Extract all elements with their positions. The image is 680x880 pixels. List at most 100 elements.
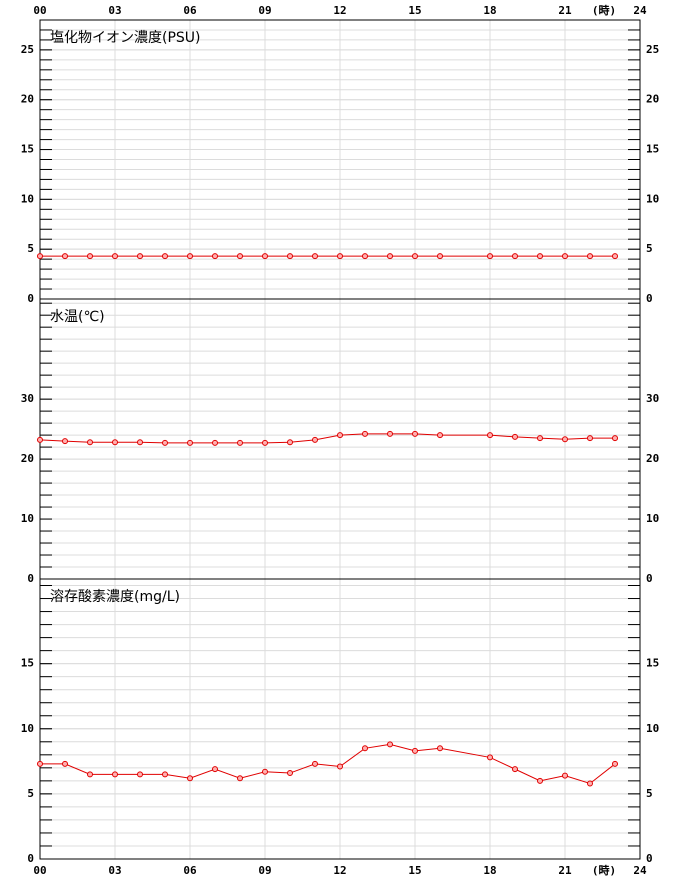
data-point — [112, 439, 118, 446]
y-tick-label: 5 — [27, 242, 34, 255]
data-point — [612, 253, 618, 260]
x-tick-label: 03 — [108, 4, 121, 17]
data-point — [312, 760, 318, 767]
data-point — [287, 439, 293, 446]
data-point — [437, 432, 443, 439]
data-point — [437, 253, 443, 260]
y-tick-label: 20 — [646, 452, 659, 465]
data-point — [587, 780, 593, 787]
data-point — [387, 253, 393, 260]
data-point — [412, 253, 418, 260]
data-point — [187, 439, 193, 446]
x-tick-label: 18 — [483, 864, 496, 877]
panel-title: 水温(℃) — [50, 309, 105, 325]
data-point — [312, 436, 318, 443]
data-point — [237, 253, 243, 260]
data-point — [412, 747, 418, 754]
data-point — [612, 435, 618, 442]
data-point — [137, 439, 143, 446]
data-point — [87, 253, 93, 260]
data-point — [237, 775, 243, 782]
y-tick-label: 10 — [21, 192, 34, 205]
y-tick-label: 20 — [646, 93, 659, 106]
x-tick-label: 00 — [33, 864, 46, 877]
y-tick-label: 5 — [27, 787, 34, 800]
data-point — [562, 436, 568, 443]
x-tick-label: 12 — [333, 864, 346, 877]
data-point — [487, 253, 493, 260]
data-point — [137, 253, 143, 260]
data-point — [262, 439, 268, 446]
x-tick-label: 03 — [108, 864, 121, 877]
y-tick-label: 0 — [646, 572, 653, 585]
data-point — [212, 766, 218, 773]
y-tick-label: 20 — [21, 452, 34, 465]
x-unit-label: (時) — [592, 3, 616, 17]
y-tick-label: 0 — [27, 852, 34, 865]
data-point — [62, 438, 68, 445]
data-point — [162, 253, 168, 260]
x-tick-label: 06 — [183, 4, 197, 17]
data-point — [37, 760, 43, 767]
x-tick-label: 09 — [258, 4, 271, 17]
data-point — [337, 432, 343, 439]
y-tick-label: 20 — [21, 93, 34, 106]
data-point — [362, 253, 368, 260]
x-tick-label: 15 — [408, 864, 421, 877]
data-point — [37, 253, 43, 260]
data-point — [212, 253, 218, 260]
data-point — [337, 763, 343, 770]
data-point — [537, 253, 543, 260]
data-point — [112, 253, 118, 260]
data-point — [62, 760, 68, 767]
y-tick-label: 0 — [646, 852, 653, 865]
data-point — [37, 436, 43, 443]
data-point — [212, 439, 218, 446]
y-tick-label: 10 — [646, 512, 659, 525]
data-point — [487, 432, 493, 439]
y-tick-label: 5 — [646, 242, 653, 255]
x-tick-label: 21 — [558, 864, 572, 877]
y-tick-label: 0 — [646, 292, 653, 305]
data-point — [187, 253, 193, 260]
data-point — [537, 435, 543, 442]
panel-title: 塩化物イオン濃度(PSU) — [50, 30, 201, 46]
data-point — [187, 775, 193, 782]
y-tick-label: 10 — [21, 722, 34, 735]
data-point — [162, 439, 168, 446]
x-tick-label: 21 — [558, 4, 572, 17]
data-line — [40, 743, 616, 785]
y-tick-label: 10 — [21, 512, 34, 525]
data-point — [362, 430, 368, 437]
x-tick-label: 00 — [33, 4, 46, 17]
data-point — [237, 439, 243, 446]
data-point — [312, 253, 318, 260]
data-point — [587, 253, 593, 260]
x-tick-label: 24 — [633, 864, 647, 877]
data-point — [87, 771, 93, 778]
y-tick-label: 15 — [21, 657, 34, 670]
data-point — [362, 745, 368, 752]
data-point — [287, 253, 293, 260]
data-point — [262, 253, 268, 260]
y-tick-label: 15 — [21, 143, 34, 156]
panel-title: 溶存酸素濃度(mg/L) — [50, 589, 180, 605]
data-point — [487, 754, 493, 761]
x-tick-label: 15 — [408, 4, 421, 17]
data-point — [562, 253, 568, 260]
data-point — [537, 777, 543, 784]
data-point — [587, 435, 593, 442]
data-point — [137, 771, 143, 778]
y-tick-label: 15 — [646, 657, 659, 670]
data-point — [287, 770, 293, 777]
y-tick-label: 30 — [646, 392, 659, 405]
y-tick-label: 10 — [646, 722, 659, 735]
data-point — [262, 768, 268, 775]
data-point — [437, 745, 443, 752]
x-tick-label: 24 — [633, 4, 647, 17]
plot-frame — [39, 578, 641, 860]
x-tick-label: 06 — [183, 864, 197, 877]
data-point — [387, 430, 393, 437]
data-point — [62, 253, 68, 260]
